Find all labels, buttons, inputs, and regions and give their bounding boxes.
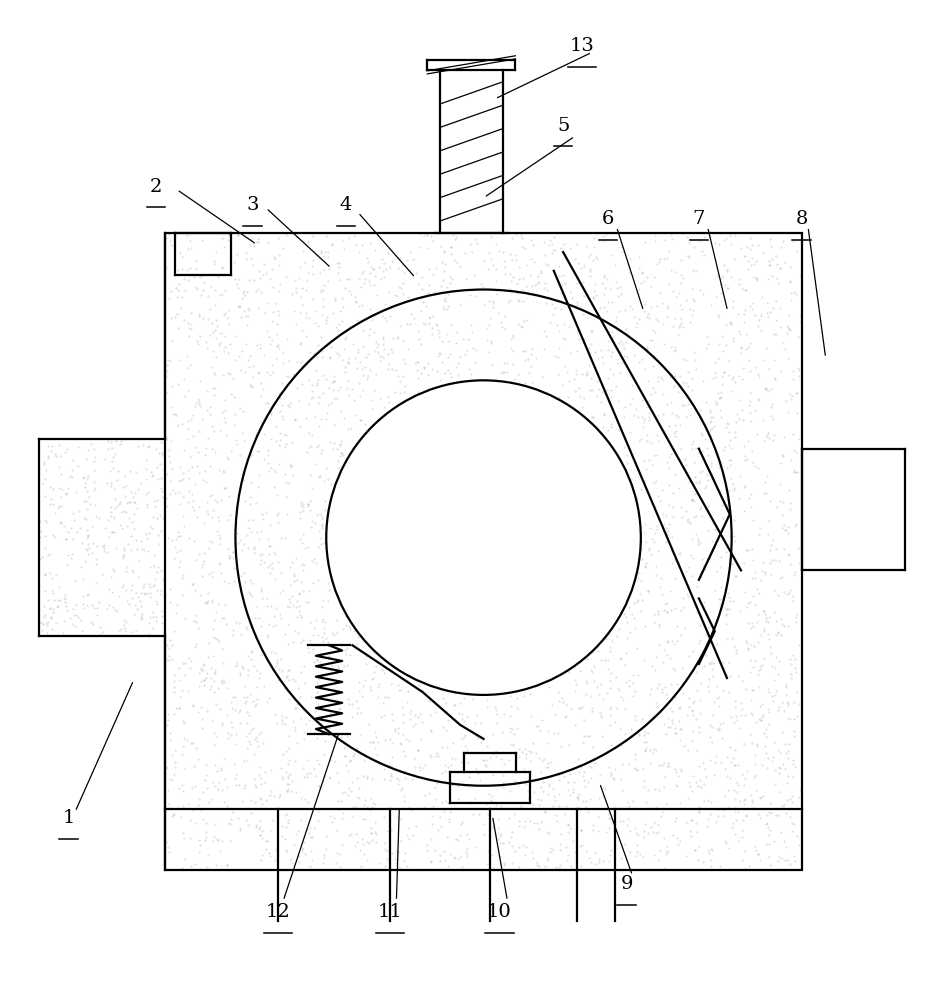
Text: 11: 11 [377,903,402,921]
Text: 2: 2 [149,177,162,195]
Text: 7: 7 [693,210,705,228]
Text: 1: 1 [63,810,75,827]
Text: 4: 4 [340,196,352,214]
Text: 9: 9 [621,875,633,893]
Text: 12: 12 [265,903,290,921]
Text: 10: 10 [487,903,512,921]
Text: 8: 8 [795,210,808,228]
Text: 5: 5 [557,117,569,135]
Text: 13: 13 [569,37,594,55]
Circle shape [326,381,640,695]
Bar [165,233,802,870]
Text: 6: 6 [602,210,614,228]
Text: 3: 3 [246,196,258,214]
